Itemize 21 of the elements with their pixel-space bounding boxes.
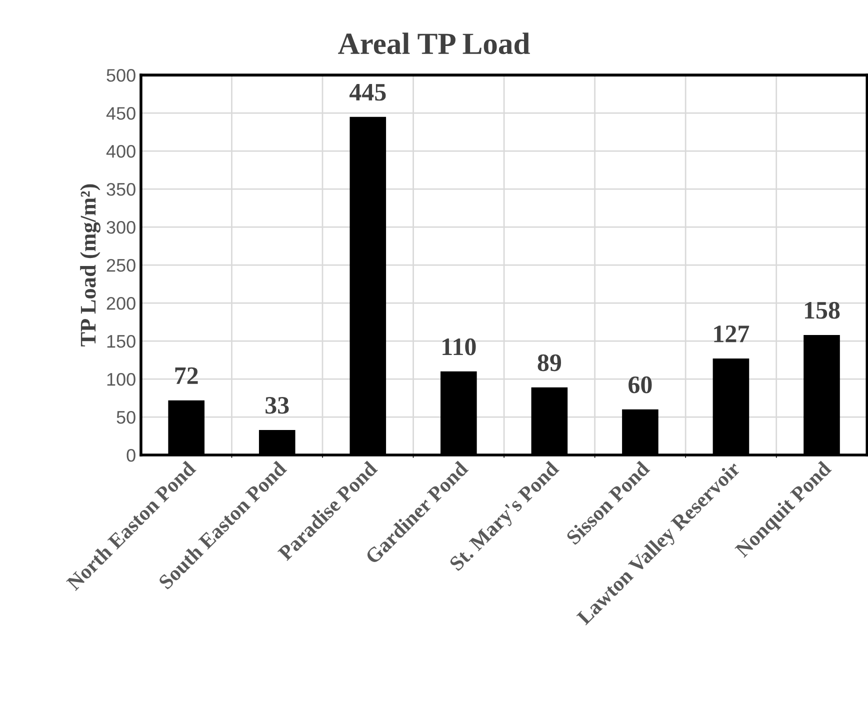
y-tick-label: 350 xyxy=(106,182,136,196)
data-label: 89 xyxy=(538,354,562,372)
data-label: 127 xyxy=(714,326,750,342)
data-label: 33 xyxy=(266,396,289,414)
data-label: 60 xyxy=(628,376,652,394)
y-tick-label: 200 xyxy=(106,296,136,310)
y-axis-title: TP Load (mg/m²) xyxy=(80,184,100,346)
y-tick-label: 0 xyxy=(126,448,136,462)
data-label: 72 xyxy=(175,367,198,384)
y-tick-label: 300 xyxy=(106,220,136,234)
data-label: 158 xyxy=(805,302,840,319)
y-tick-label: 250 xyxy=(106,258,136,272)
y-tick-label: 150 xyxy=(107,334,136,348)
y-tick-label: 450 xyxy=(106,107,136,120)
chart-title: Areal TP Load xyxy=(338,32,530,54)
y-tick-label: 500 xyxy=(106,69,136,82)
y-tick-label: 100 xyxy=(107,372,136,386)
data-label: 445 xyxy=(349,84,386,101)
y-tick-label: 400 xyxy=(106,145,136,158)
data-label: 110 xyxy=(442,338,476,356)
y-tick-label: 50 xyxy=(116,410,136,424)
